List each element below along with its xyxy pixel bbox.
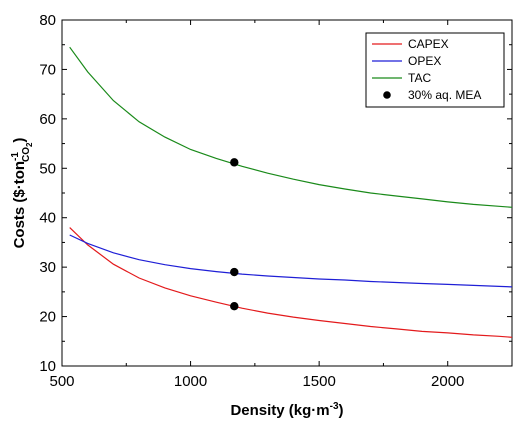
x-tick-label: 1000 xyxy=(174,373,207,390)
mea-marker-2 xyxy=(230,158,239,167)
y-tick-label: 20 xyxy=(39,309,56,326)
y-axis-title: Costs ($·ton-1CO2) xyxy=(10,138,34,249)
y-axis-title-subsub: 2 xyxy=(25,142,34,147)
legend-label-capex: CAPEX xyxy=(408,37,449,51)
mea-marker-0 xyxy=(230,301,239,311)
y-tick-label: 80 xyxy=(39,12,56,29)
y-axis-title-main: Costs ($·ton xyxy=(11,161,28,249)
legend-label-tac: TAC xyxy=(408,71,431,85)
x-tick-label: 500 xyxy=(49,373,74,390)
x-tick-label: 2000 xyxy=(431,373,464,390)
x-axis-title: Density (kg·m-3) xyxy=(230,401,343,419)
mea-markers xyxy=(230,158,239,311)
series-lines xyxy=(69,46,513,338)
legend: CAPEX OPEX TAC 30% aq. MEA xyxy=(365,32,505,108)
y-tick-label: 30 xyxy=(39,259,56,276)
legend-label-opex: OPEX xyxy=(408,54,441,68)
y-axis-title-sub: CO xyxy=(21,147,32,162)
legend-label-mea: 30% aq. MEA xyxy=(408,88,481,102)
axis-ticks: 500 1000 1500 2000 10 20 30 40 50 60 70 80 xyxy=(39,12,512,390)
y-axis-title-sup: -1 xyxy=(10,152,21,161)
series-line-tac xyxy=(69,46,513,208)
legend-swatch-mea xyxy=(383,91,391,99)
x-axis-title-close: ) xyxy=(339,402,344,419)
y-tick-label: 60 xyxy=(39,111,56,128)
x-axis-title-sup: -3 xyxy=(330,401,339,412)
y-axis-title-close: ) xyxy=(11,138,28,143)
y-tick-label: 10 xyxy=(39,358,56,375)
series-line-capex xyxy=(69,227,513,338)
y-tick-label: 40 xyxy=(39,210,56,227)
y-tick-label: 50 xyxy=(39,160,56,177)
x-axis-title-main: Density (kg·m xyxy=(230,402,329,419)
series-line-opex xyxy=(69,234,513,288)
y-tick-label: 70 xyxy=(39,61,56,78)
mea-marker-1 xyxy=(230,267,239,277)
x-tick-label: 1500 xyxy=(302,373,335,390)
